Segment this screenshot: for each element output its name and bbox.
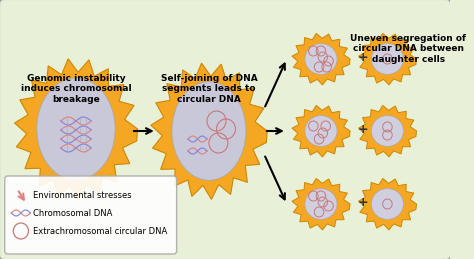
Text: Extrachromosomal circular DNA: Extrachromosomal circular DNA	[33, 227, 167, 235]
Polygon shape	[292, 105, 350, 157]
Polygon shape	[358, 178, 417, 230]
Polygon shape	[292, 33, 350, 85]
Text: +: +	[357, 51, 368, 63]
Polygon shape	[358, 105, 417, 157]
Polygon shape	[15, 59, 137, 200]
Text: Chromosomal DNA: Chromosomal DNA	[33, 208, 113, 218]
Text: +: +	[357, 196, 368, 208]
Text: +: +	[357, 123, 368, 135]
FancyBboxPatch shape	[0, 0, 451, 259]
Ellipse shape	[37, 78, 115, 180]
Ellipse shape	[305, 116, 337, 146]
FancyBboxPatch shape	[5, 176, 177, 254]
Polygon shape	[358, 33, 417, 85]
Ellipse shape	[372, 44, 403, 74]
Ellipse shape	[172, 82, 246, 180]
Text: Environmental stresses: Environmental stresses	[33, 191, 132, 200]
Ellipse shape	[305, 44, 337, 74]
Text: Uneven segregation of
circular DNA between
daughter cells: Uneven segregation of circular DNA betwe…	[350, 34, 466, 64]
Text: Self-joining of DNA
segments leads to
circular DNA: Self-joining of DNA segments leads to ci…	[161, 74, 257, 104]
Polygon shape	[292, 178, 350, 230]
Ellipse shape	[372, 189, 403, 219]
Text: Genomic instability
induces chromosomal
breakage: Genomic instability induces chromosomal …	[21, 74, 131, 104]
Polygon shape	[151, 63, 267, 199]
Ellipse shape	[372, 116, 403, 146]
Ellipse shape	[305, 189, 337, 219]
